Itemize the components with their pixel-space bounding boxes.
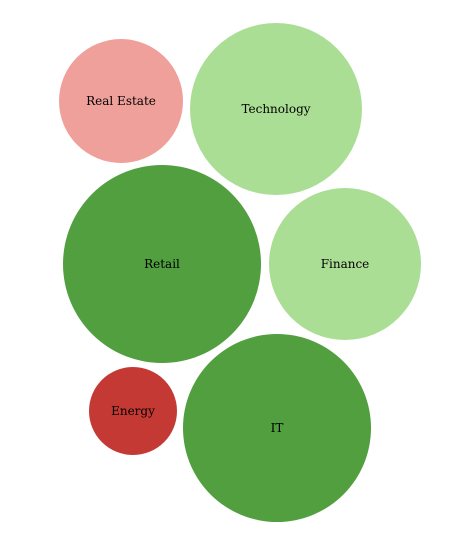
bubble-label-it: IT — [271, 421, 284, 435]
bubble-label-retail: Retail — [144, 257, 180, 271]
bubble-technology[interactable]: Technology — [190, 23, 362, 195]
bubble-circle-it[interactable] — [183, 334, 371, 522]
bubble-label-finance: Finance — [321, 257, 370, 271]
bubble-circle-retail[interactable] — [63, 165, 261, 363]
bubble-real-estate[interactable]: Real Estate — [59, 39, 183, 163]
bubble-it[interactable]: IT — [183, 334, 371, 522]
bubble-label-real-estate: Real Estate — [86, 94, 156, 108]
bubble-circle-energy[interactable] — [89, 367, 177, 455]
bubble-label-energy: Energy — [111, 404, 155, 418]
bubble-circle-technology[interactable] — [190, 23, 362, 195]
bubble-finance[interactable]: Finance — [269, 188, 421, 340]
bubble-label-technology: Technology — [241, 102, 310, 116]
bubble-circle-real-estate[interactable] — [59, 39, 183, 163]
bubble-circle-finance[interactable] — [269, 188, 421, 340]
bubble-retail[interactable]: Retail — [63, 165, 261, 363]
bubble-energy[interactable]: Energy — [89, 367, 177, 455]
